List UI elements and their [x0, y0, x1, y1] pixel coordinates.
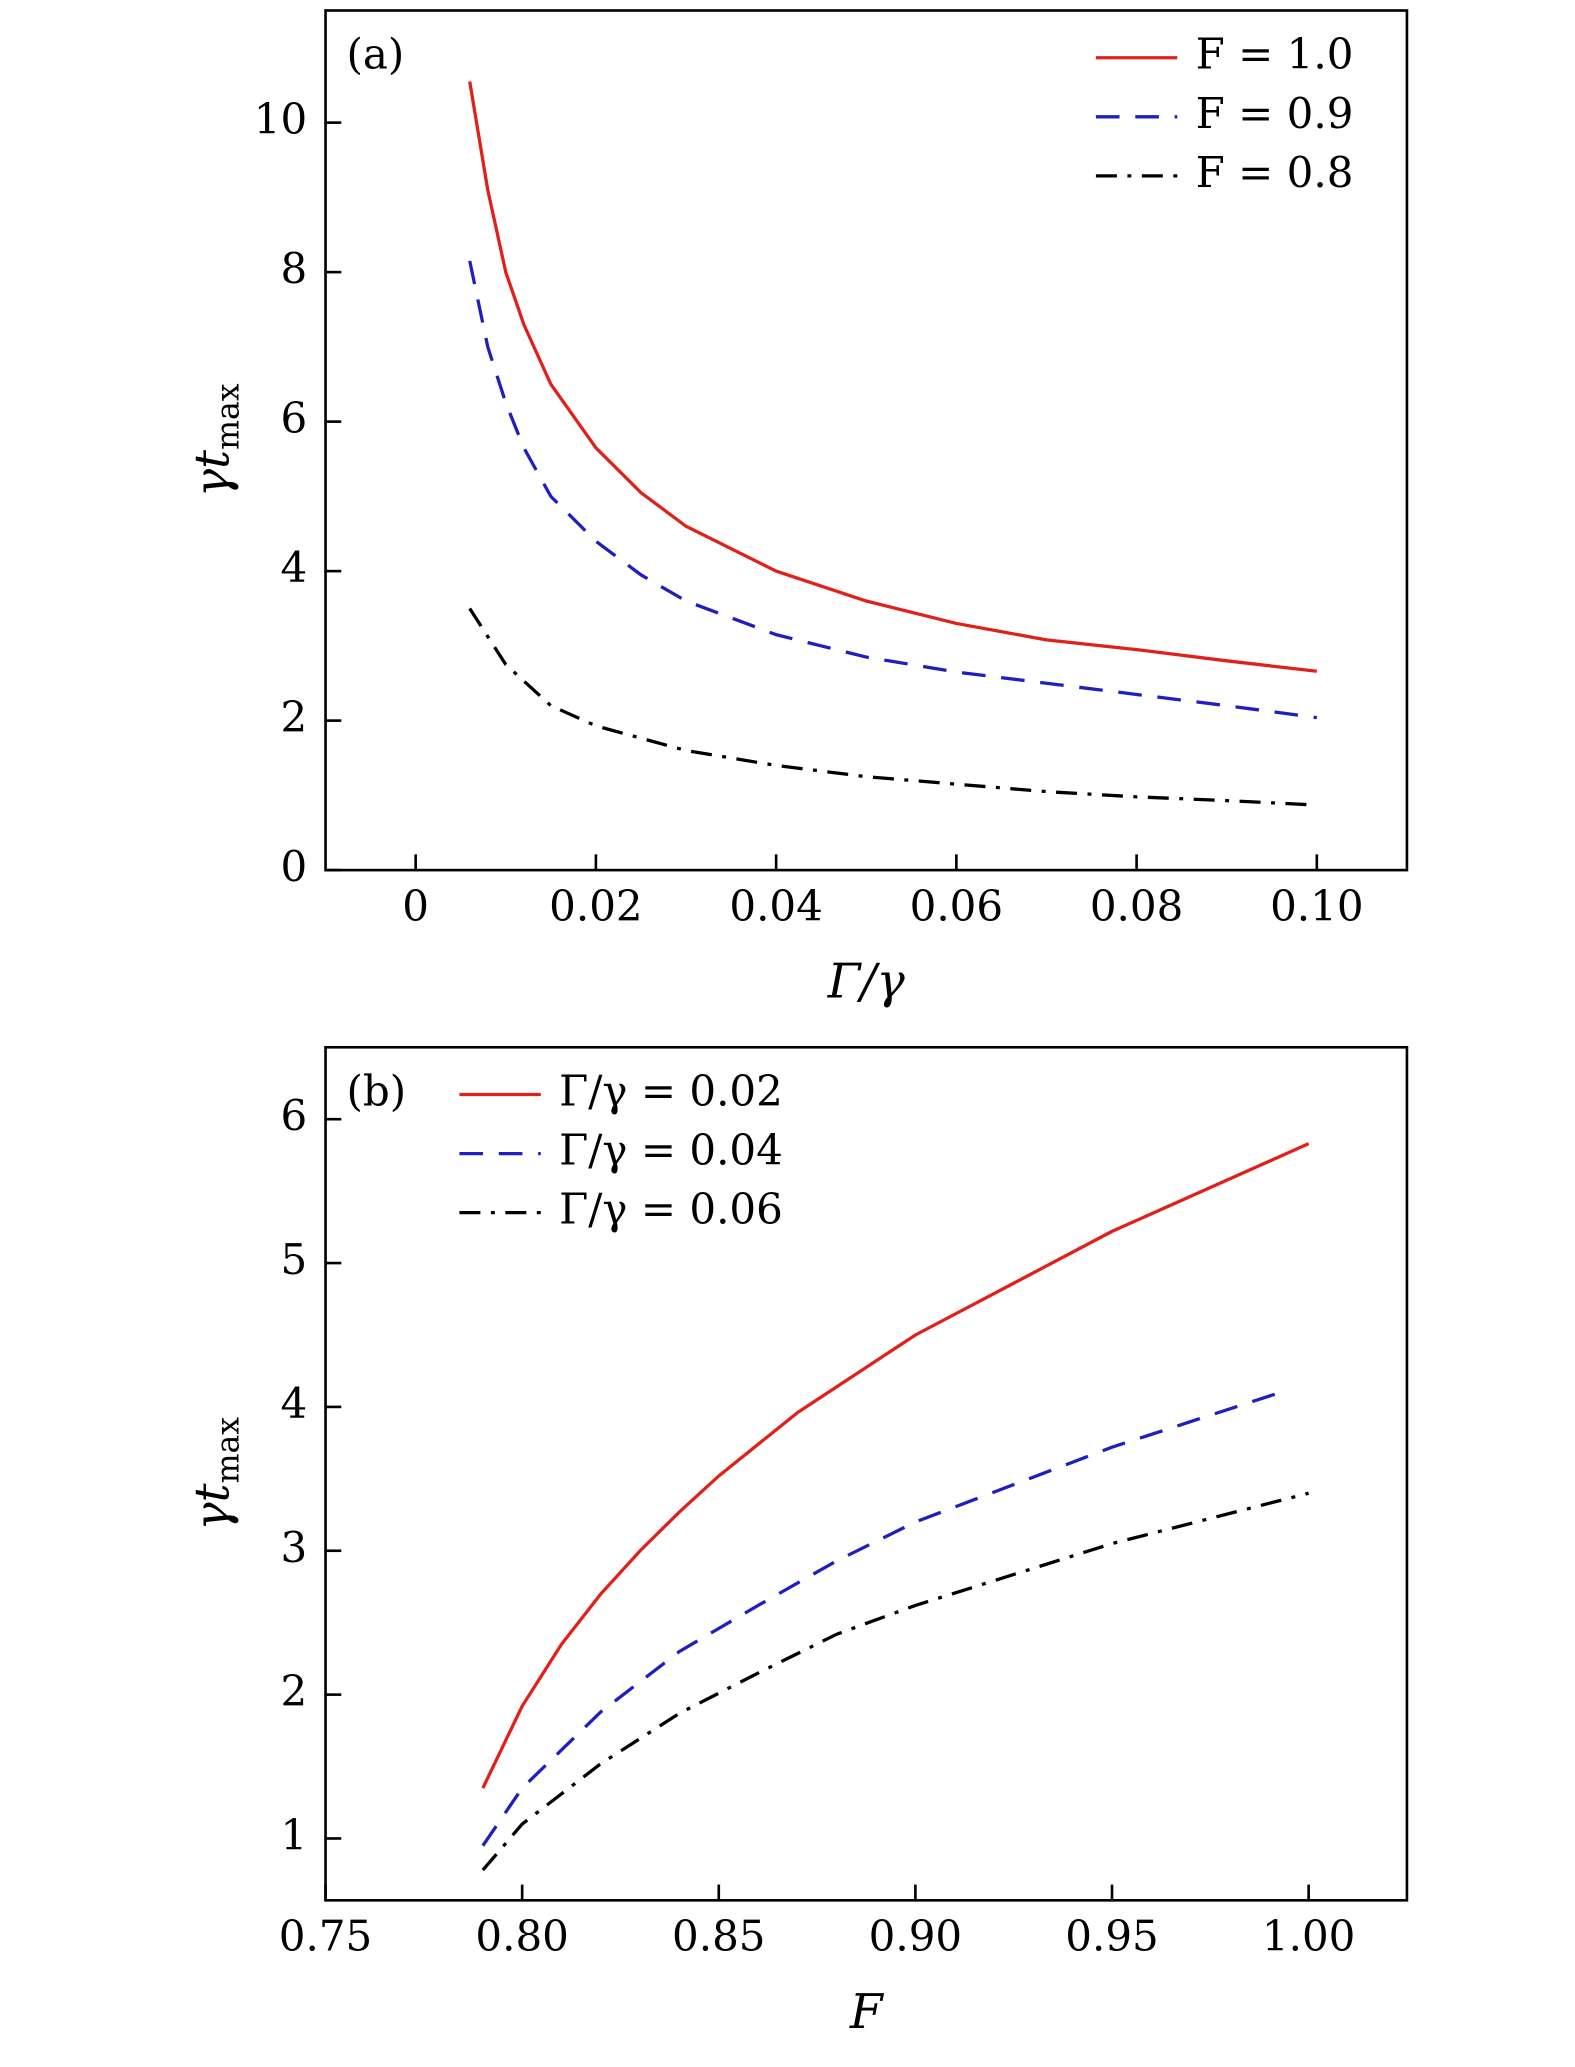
series-line	[468, 607, 1317, 807]
panel-label: (a)	[347, 30, 405, 79]
y-axis-label: γtmax	[186, 1417, 247, 1531]
y-tick-label: 10	[254, 95, 307, 144]
x-axis-label: F	[849, 1985, 885, 2040]
series-line	[481, 1388, 1290, 1847]
y-tick-label: 6	[280, 394, 307, 443]
series-line	[481, 1142, 1310, 1789]
x-tick-label: 0.08	[1090, 881, 1183, 930]
y-tick-label: 4	[280, 543, 307, 592]
x-tick-label: 0	[402, 881, 429, 930]
series-line	[468, 81, 1318, 673]
x-tick-label: 0.75	[279, 1912, 372, 1961]
y-tick-label: 0	[280, 842, 307, 891]
y-axis-label-main: γt	[186, 1482, 241, 1530]
y-tick-label: 4	[280, 1379, 307, 1428]
y-axis-label: γtmax	[186, 383, 247, 497]
x-tick-label: 1.00	[1262, 1912, 1355, 1961]
y-tick-label: 6	[280, 1091, 307, 1140]
y-tick-label: 2	[280, 693, 307, 742]
x-tick-label: 0.85	[672, 1912, 765, 1961]
y-axis-label-sub: max	[210, 1417, 246, 1484]
y-tick-label: 1	[280, 1810, 307, 1859]
x-axis-label: Γ/γ	[827, 955, 906, 1010]
x-tick-label: 0.02	[549, 881, 642, 930]
legend-label: Γ/γ = 0.04	[559, 1126, 783, 1175]
legend-label: F = 0.8	[1196, 148, 1354, 197]
legend-label: F = 1.0	[1196, 30, 1354, 79]
legend-label: Γ/γ = 0.02	[559, 1067, 783, 1116]
y-tick-label: 5	[280, 1235, 307, 1284]
x-tick-label: 0.10	[1270, 881, 1363, 930]
y-tick-label: 8	[280, 244, 307, 293]
x-tick-label: 0.95	[1065, 1912, 1158, 1961]
plot-frame	[324, 9, 1409, 872]
x-tick-label: 0.80	[475, 1912, 568, 1961]
y-axis-label-main: γt	[186, 449, 241, 497]
x-tick-label: 0.90	[869, 1912, 962, 1961]
panel-label: (b)	[347, 1067, 407, 1116]
series-line	[481, 1491, 1310, 1872]
legend-label: F = 0.9	[1196, 89, 1354, 138]
x-tick-label: 0.06	[910, 881, 1003, 930]
x-tick-label: 0.04	[729, 881, 822, 930]
plot-frame	[324, 1045, 1409, 1902]
legend-label: Γ/γ = 0.06	[559, 1185, 783, 1234]
y-tick-label: 2	[280, 1667, 307, 1716]
series-line	[468, 260, 1318, 720]
y-tick-label: 3	[280, 1523, 307, 1572]
y-axis-label-sub: max	[210, 383, 246, 450]
